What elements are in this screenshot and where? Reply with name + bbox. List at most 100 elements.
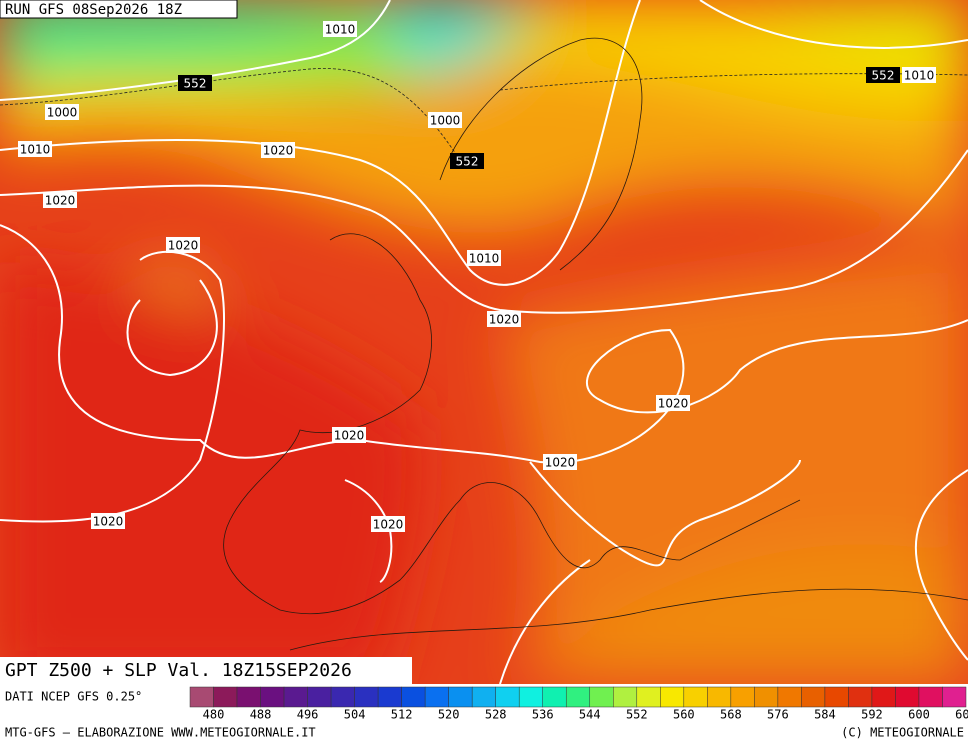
label-box	[902, 67, 936, 83]
colorbar-label: 512	[391, 708, 413, 722]
contour-label: 1020	[168, 239, 199, 253]
color-swatch	[918, 686, 943, 708]
colorbar-label: 504	[344, 708, 366, 722]
contour-label: 1010	[904, 69, 935, 83]
color-swatch	[777, 686, 802, 708]
credits: MTG-GFS — ELABORAZIONE WWW.METEOGIORNALE…	[5, 726, 316, 740]
label-box	[656, 395, 690, 411]
color-swatch	[754, 686, 779, 708]
label-box	[261, 142, 295, 158]
color-swatch	[189, 686, 214, 708]
field	[0, 0, 968, 684]
contour-label: 1000	[430, 114, 461, 128]
label-box	[43, 192, 77, 208]
colorbar-label: 568	[720, 708, 742, 722]
coastlines	[223, 37, 968, 651]
color-swatch	[589, 686, 614, 708]
colorbar: 480 488 496 504 512 520 528 536 544 552 560 568 576 5…	[189, 686, 968, 722]
colorbar-label: 552	[626, 708, 648, 722]
color-swatch	[401, 686, 426, 708]
color-swatch	[801, 686, 826, 708]
color-swatch	[660, 686, 685, 708]
map-title: GPT Z500 + SLP Val. 18Z15SEP2026	[5, 660, 352, 681]
label-box	[467, 250, 501, 266]
color-swatch	[307, 686, 332, 708]
title-box	[0, 657, 412, 684]
color-swatch	[895, 686, 920, 708]
label-box	[18, 141, 52, 157]
contour-label: 1020	[545, 456, 576, 470]
colorbar-label: 536	[532, 708, 554, 722]
color-swatch	[518, 686, 543, 708]
color-swatch	[730, 686, 755, 708]
color-swatch	[236, 686, 261, 708]
colorbar-label: 584	[814, 708, 836, 722]
colorbar-label: 480	[203, 708, 225, 722]
contour-label: 1020	[93, 515, 124, 529]
color-swatch	[824, 686, 849, 708]
contour-label: 552	[184, 77, 207, 91]
colorbar-label: 608	[955, 708, 968, 722]
z500-contour	[0, 68, 968, 161]
contour-label: 1010	[469, 252, 500, 266]
label-box	[543, 454, 577, 470]
colorbar-label: 520	[438, 708, 460, 722]
color-swatch	[354, 686, 379, 708]
label-box	[91, 513, 125, 529]
source: DATI NCEP GFS 0.25°	[5, 690, 142, 704]
label-box	[332, 427, 366, 443]
color-swatch	[613, 686, 638, 708]
color-swatch	[377, 686, 402, 708]
contour-label: 552	[872, 69, 895, 83]
colorbar-label: 560	[673, 708, 695, 722]
contour-label: 1010	[325, 23, 356, 37]
color-swatch	[871, 686, 896, 708]
colorbar-label: 592	[861, 708, 883, 722]
label-box	[487, 311, 521, 327]
header-box	[0, 0, 238, 19]
contour-label: 1000	[47, 106, 78, 120]
label-box	[178, 75, 212, 91]
label-box	[866, 67, 900, 83]
contour-labels: 1010 552 1000 1000 552 1010 1020 1020 1020 1010 10…	[18, 21, 936, 532]
color-swatch	[213, 686, 238, 708]
contour-label: 552	[456, 155, 479, 169]
contour-label: 1020	[45, 194, 76, 208]
contour-label: 1020	[489, 313, 520, 327]
color-swatch	[848, 686, 873, 708]
contour-label: 1020	[263, 144, 294, 158]
colorbar-label: 496	[297, 708, 319, 722]
color-swatch	[565, 686, 591, 708]
colorbar-label: 544	[579, 708, 601, 722]
contour-label: 1020	[334, 429, 365, 443]
colorbar-label: 528	[485, 708, 507, 722]
color-swatch	[683, 686, 708, 708]
colorbar-label: 576	[767, 708, 789, 722]
label-box	[166, 237, 200, 253]
color-swatch	[495, 686, 520, 708]
color-swatch	[471, 686, 496, 708]
run-label: RUN GFS 08Sep2026 18Z	[5, 2, 182, 18]
color-swatch	[636, 686, 661, 708]
label-box	[323, 21, 357, 37]
color-swatch	[283, 686, 308, 708]
color-swatch	[424, 686, 449, 708]
color-swatch	[448, 686, 473, 708]
color-swatch	[942, 686, 967, 708]
colorbar-label: 600	[908, 708, 930, 722]
contour-label: 1020	[658, 397, 689, 411]
color-swatch	[542, 686, 567, 708]
contour-label: 1010	[20, 143, 51, 157]
label-box	[450, 153, 484, 169]
color-swatch	[330, 686, 355, 708]
color-swatch	[260, 686, 285, 708]
label-box	[371, 516, 405, 532]
color-swatch	[707, 686, 732, 708]
colorbar-label: 488	[250, 708, 272, 722]
label-box	[428, 112, 462, 128]
label-box	[45, 104, 79, 120]
contour-label: 1020	[373, 518, 404, 532]
copyright: (C) METEOGIORNALE	[841, 726, 964, 740]
